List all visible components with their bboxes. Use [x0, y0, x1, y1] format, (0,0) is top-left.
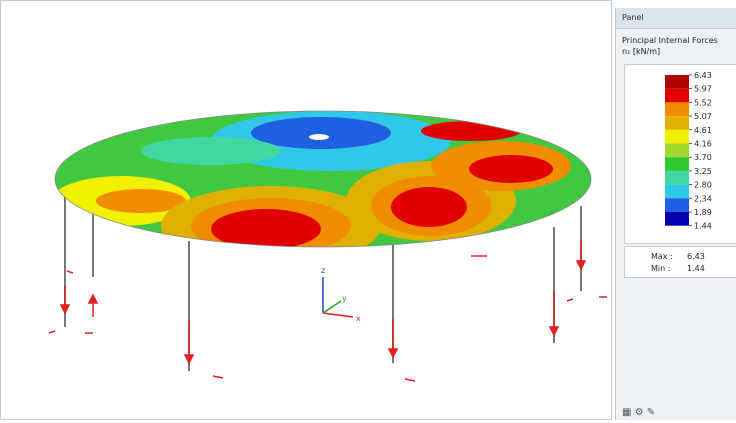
- legend-label: 5.52: [694, 98, 712, 107]
- legend-label: 3.25: [694, 167, 712, 176]
- result-type: Principal Internal Forces: [622, 35, 736, 46]
- legend-swatch: [665, 212, 689, 226]
- axis-label: z: [321, 266, 325, 275]
- legend-swatch: [665, 130, 689, 144]
- reaction-arrows: [49, 241, 607, 381]
- legend-label: 3.70: [694, 153, 712, 162]
- legend-label: 2.80: [694, 181, 712, 190]
- legend: 6.43 5.97 5.52 5.07 4.61 4.16 3.70 3.25 2.80 2.34…: [624, 64, 736, 244]
- legend-swatch: [665, 116, 689, 130]
- legend-label: 6.43: [694, 71, 712, 80]
- legend-swatch: [665, 185, 689, 199]
- legend-label: 1.89: [694, 208, 712, 217]
- contour-plate: [51, 111, 591, 266]
- legend-label: 5.07: [694, 112, 712, 121]
- axis-label: x: [356, 314, 361, 323]
- legend-swatch: [665, 102, 689, 116]
- legend-swatch: [665, 89, 689, 103]
- legend-swatch: [665, 144, 689, 158]
- min-value: 1.44: [687, 264, 705, 273]
- min-label: Min :: [651, 264, 670, 273]
- legend-label: 5.97: [694, 85, 712, 94]
- max-label: Max :: [651, 252, 673, 261]
- axis-triad: z y x: [321, 266, 361, 323]
- legend-swatch: [665, 157, 689, 171]
- result-quantity: n₁ [kN/m]: [622, 46, 736, 57]
- legend-label: 2.34: [694, 194, 712, 203]
- legend-scale: 6.43 5.97 5.52 5.07 4.61 4.16 3.70 3.25 2.80 2.34…: [625, 65, 736, 243]
- viewport: z y x: [0, 0, 612, 420]
- legend-swatch: [665, 171, 689, 185]
- min-max: Max : 6.43 Min : 1.44: [624, 246, 736, 278]
- panel-header: Panel: [616, 8, 736, 29]
- panel: Panel Principal Internal Forces n₁ [kN/m…: [615, 8, 736, 420]
- model-view: z y x: [1, 1, 611, 419]
- legend-label: 1.44: [694, 222, 712, 231]
- max-value: 6.43: [687, 252, 705, 261]
- legend-swatch: [665, 198, 689, 212]
- axis-label: y: [342, 294, 347, 303]
- legend-label: 4.16: [694, 140, 712, 149]
- legend-swatch: [665, 75, 689, 89]
- screen: z y x Panel Principal Internal Forces n₁…: [0, 0, 736, 420]
- toolbar[interactable]: ▦ ⚙ ✎: [622, 407, 655, 418]
- legend-label: 4.61: [694, 126, 712, 135]
- panel-title: Principal Internal Forces n₁ [kN/m]: [616, 29, 736, 57]
